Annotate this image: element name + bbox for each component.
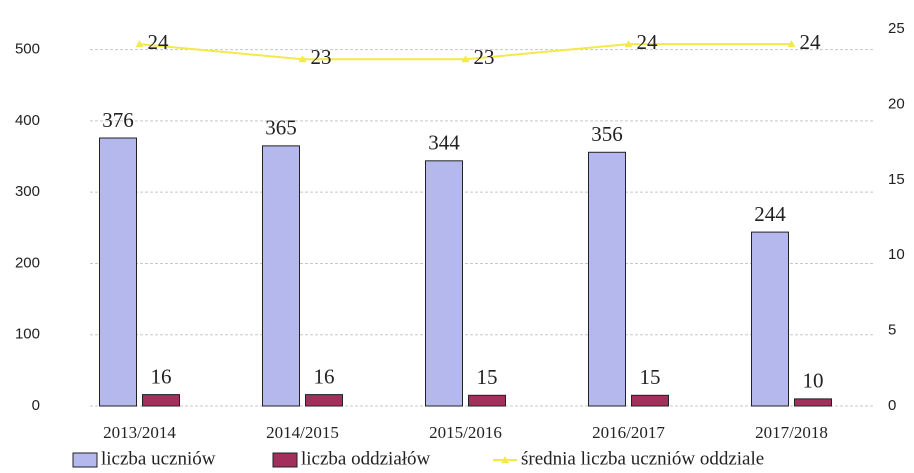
legend-marker (501, 456, 509, 463)
legend-label: liczba oddziałów (301, 448, 431, 469)
y-tick-label: 300 (15, 183, 40, 200)
line-marker (461, 55, 470, 63)
data-label: 365 (265, 116, 297, 140)
data-label: 244 (754, 202, 786, 226)
data-label: 16 (151, 364, 172, 388)
bar (468, 394, 506, 407)
bar (425, 160, 463, 407)
y2-tick-label: 25 (888, 20, 905, 37)
data-label: 376 (102, 108, 134, 132)
x-tick-label: 2014/2015 (266, 423, 339, 442)
bar (142, 394, 180, 407)
data-label: 15 (640, 365, 661, 389)
legend-swatch (272, 452, 298, 468)
legend-label: liczba uczniów (101, 448, 216, 469)
x-tick-label: 2017/2018 (755, 423, 828, 442)
bar (794, 398, 832, 407)
line-marker (624, 40, 633, 48)
y-tick-label: 200 (15, 254, 40, 271)
data-label: 24 (637, 30, 659, 54)
data-label: 356 (591, 122, 623, 146)
y-tick-label: 0 (32, 397, 40, 414)
y2-tick-label: 0 (888, 397, 896, 414)
data-label: 24 (148, 30, 170, 54)
bar (305, 394, 343, 407)
line-marker (135, 40, 144, 48)
bar (99, 137, 137, 407)
legend-swatch (72, 452, 98, 468)
line-marker (298, 55, 307, 63)
y-tick-label: 400 (15, 112, 40, 129)
bar (588, 151, 626, 407)
bar (631, 394, 669, 407)
x-tick-label: 2015/2016 (429, 423, 502, 442)
data-label: 24 (800, 30, 822, 54)
data-label: 23 (474, 45, 495, 69)
x-tick-label: 2013/2014 (103, 423, 176, 442)
y-tick-label: 500 (15, 41, 40, 58)
bar (751, 231, 789, 407)
y2-tick-label: 5 (888, 322, 896, 339)
data-label: 344 (428, 131, 460, 155)
y2-tick-label: 20 (888, 95, 905, 112)
y2-tick-label: 15 (888, 171, 905, 188)
y2-tick-label: 10 (888, 246, 905, 263)
legend-label: średnia liczba uczniów oddziale (521, 448, 764, 469)
line-marker (787, 40, 796, 48)
x-tick-label: 2016/2017 (592, 423, 665, 442)
data-label: 10 (803, 369, 824, 393)
y-tick-label: 100 (15, 326, 40, 343)
bar (262, 145, 300, 407)
data-label: 23 (311, 45, 332, 69)
data-label: 15 (477, 365, 498, 389)
data-label: 16 (314, 364, 335, 388)
